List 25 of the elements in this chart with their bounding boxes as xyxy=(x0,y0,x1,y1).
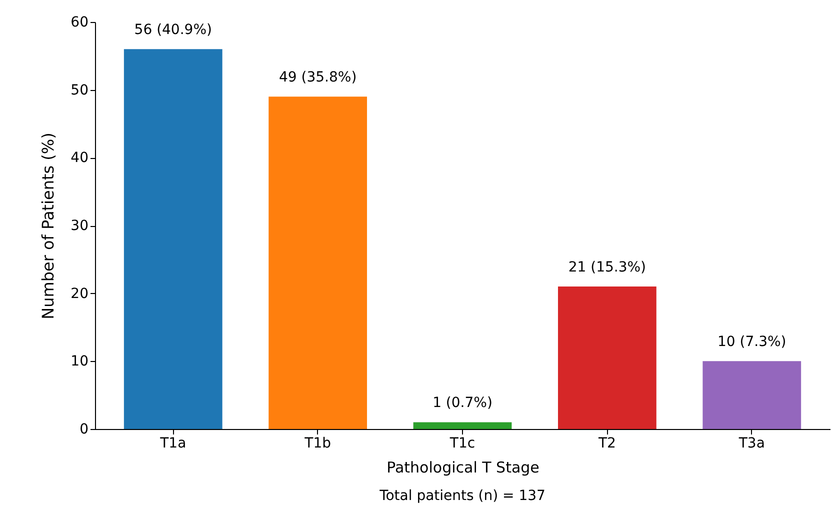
data-label: 1 (0.7%) xyxy=(432,395,492,412)
y-tick-label: 40 xyxy=(70,150,88,166)
x-tick-label: T3a xyxy=(738,436,765,452)
data-label: 10 (7.3%) xyxy=(717,334,786,350)
bar xyxy=(702,361,802,429)
x-axis-title: Pathological T Stage xyxy=(386,458,540,476)
data-label: 56 (40.9%) xyxy=(134,22,212,38)
y-tick-label: 30 xyxy=(70,218,88,234)
x-tick-label: T1a xyxy=(159,436,186,452)
y-tick-label: 60 xyxy=(70,14,88,30)
x-tick-label: T2 xyxy=(597,436,616,452)
bar xyxy=(413,422,512,429)
bar xyxy=(268,96,368,429)
y-tick-label: 0 xyxy=(80,422,88,438)
text: Total patients (n) = 137 xyxy=(378,488,546,504)
y-tick-label: 50 xyxy=(70,82,88,98)
data-label: 49 (35.8%) xyxy=(278,70,357,86)
x-tick-label: T1c xyxy=(448,436,476,452)
bar xyxy=(558,286,656,429)
data-label: 21 (15.3%) xyxy=(568,260,646,276)
x-tick-label: T1b xyxy=(304,436,332,452)
y-tick-label: 10 xyxy=(70,354,88,370)
y-axis-title: Number of Patients (%) xyxy=(38,132,58,320)
bar xyxy=(124,49,222,429)
y-tick-label: 20 xyxy=(70,286,88,302)
